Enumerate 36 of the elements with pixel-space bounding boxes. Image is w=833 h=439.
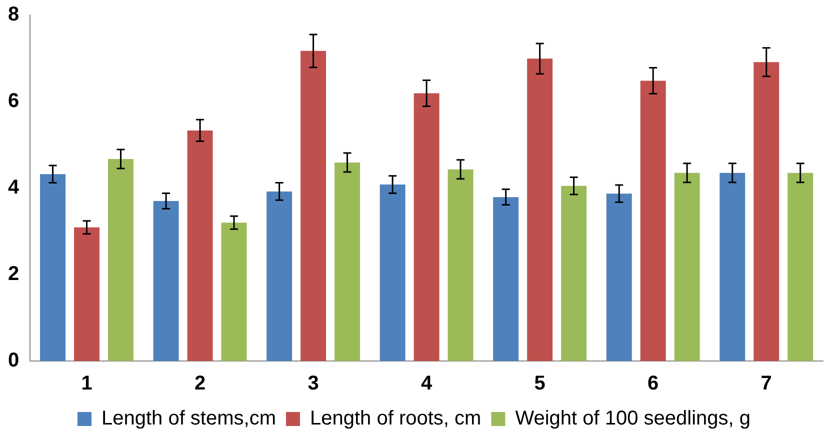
bar: [414, 93, 440, 361]
bar: [561, 186, 587, 361]
x-tick-label: 1: [81, 372, 92, 395]
bar: [380, 184, 406, 361]
x-tick-label: 4: [421, 372, 433, 395]
bar: [606, 194, 632, 361]
legend-label: Weight of 100 seedlings, g: [515, 408, 751, 430]
legend-label: Length of roots, cm: [310, 408, 482, 430]
bar: [448, 169, 474, 361]
bar: [674, 172, 700, 361]
x-tick-label: 2: [194, 372, 206, 395]
legend-label: Length of stems,cm: [101, 408, 276, 430]
y-tick-label: 0: [8, 350, 20, 372]
bar: [221, 222, 247, 361]
y-tick-label: 6: [8, 90, 20, 112]
bar: [640, 80, 666, 361]
bar: [754, 62, 780, 361]
bar: [720, 172, 746, 361]
y-tick-label: 8: [8, 4, 20, 26]
bar: [266, 191, 292, 361]
x-tick-label: 3: [308, 372, 319, 395]
bar: [74, 227, 100, 361]
bar: [300, 50, 326, 361]
bar: [493, 197, 519, 361]
x-tick-label: 5: [534, 372, 546, 395]
bar: [788, 172, 814, 361]
bar: [40, 174, 66, 361]
bar: [527, 58, 553, 361]
x-tick-label: 6: [648, 372, 659, 395]
bar: [187, 130, 213, 361]
x-tick-label: 7: [760, 372, 772, 395]
y-tick-label: 2: [8, 263, 20, 286]
y-tick-label: 4: [8, 176, 20, 199]
bar: [334, 162, 360, 361]
bar: [108, 159, 134, 361]
bar: [153, 200, 179, 361]
